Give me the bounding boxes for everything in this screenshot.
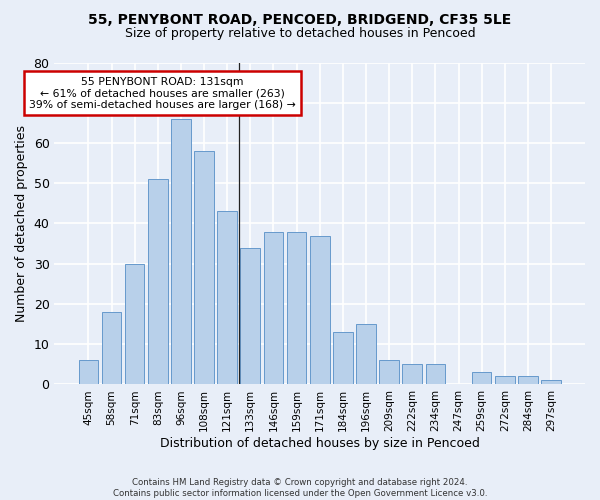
- Bar: [495, 376, 515, 384]
- Bar: [125, 264, 145, 384]
- Text: 55, PENYBONT ROAD, PENCOED, BRIDGEND, CF35 5LE: 55, PENYBONT ROAD, PENCOED, BRIDGEND, CF…: [88, 12, 512, 26]
- Bar: [379, 360, 399, 384]
- Bar: [101, 312, 121, 384]
- Bar: [287, 232, 307, 384]
- Bar: [333, 332, 353, 384]
- Bar: [425, 364, 445, 384]
- Bar: [356, 324, 376, 384]
- Text: Size of property relative to detached houses in Pencoed: Size of property relative to detached ho…: [125, 28, 475, 40]
- Bar: [148, 179, 167, 384]
- Bar: [403, 364, 422, 384]
- Bar: [518, 376, 538, 384]
- Bar: [241, 248, 260, 384]
- X-axis label: Distribution of detached houses by size in Pencoed: Distribution of detached houses by size …: [160, 437, 479, 450]
- Bar: [79, 360, 98, 384]
- Text: 55 PENYBONT ROAD: 131sqm
← 61% of detached houses are smaller (263)
39% of semi-: 55 PENYBONT ROAD: 131sqm ← 61% of detach…: [29, 76, 296, 110]
- Bar: [472, 372, 491, 384]
- Bar: [541, 380, 561, 384]
- Bar: [217, 212, 237, 384]
- Bar: [194, 151, 214, 384]
- Bar: [310, 236, 329, 384]
- Text: Contains HM Land Registry data © Crown copyright and database right 2024.
Contai: Contains HM Land Registry data © Crown c…: [113, 478, 487, 498]
- Bar: [171, 119, 191, 384]
- Y-axis label: Number of detached properties: Number of detached properties: [15, 125, 28, 322]
- Bar: [263, 232, 283, 384]
